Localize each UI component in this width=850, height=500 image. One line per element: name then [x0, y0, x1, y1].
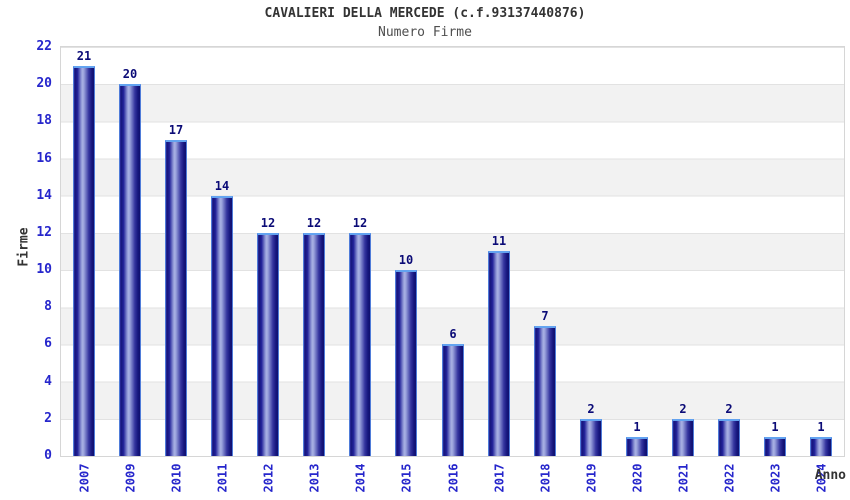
y-tick-label: 14 — [36, 187, 52, 203]
bar-2023 — [764, 437, 786, 456]
bar-value-label: 21 — [76, 49, 92, 63]
bar-2022 — [718, 419, 740, 456]
y-tick-label: 6 — [44, 336, 52, 352]
x-tick-label: 2012 — [261, 463, 275, 493]
x-tick-label: 2021 — [676, 463, 690, 493]
bar-2011 — [211, 196, 233, 456]
bar-2019 — [580, 419, 602, 456]
y-tick-label: 2 — [44, 410, 52, 426]
bar-value-label: 7 — [541, 309, 549, 323]
bar-value-label: 6 — [449, 327, 457, 341]
y-tick-label: 16 — [36, 150, 52, 166]
x-tick-label: 2020 — [630, 463, 644, 493]
x-tick-label: 2018 — [538, 463, 552, 493]
chart-subtitle: Numero Firme — [378, 25, 472, 40]
y-tick-label: 4 — [44, 373, 52, 389]
bar-value-label: 17 — [168, 123, 184, 137]
bar-value-label: 10 — [398, 253, 414, 267]
x-axis-title: Anno — [814, 468, 846, 483]
chart-title: CAVALIERI DELLA MERCEDE (c.f.93137440876… — [264, 6, 586, 21]
x-tick-label: 2010 — [169, 463, 183, 493]
bar-value-label: 12 — [306, 216, 322, 230]
plot-area: 21 20 17 14 12 12 12 10 6 11 7 2 1 2 2 1 1 — [60, 46, 845, 457]
x-tick-label: 2013 — [307, 463, 321, 493]
bar-2013 — [303, 233, 325, 456]
bar-2018 — [534, 326, 556, 456]
bar-value-label: 2 — [679, 402, 687, 416]
bar-2015 — [395, 270, 417, 456]
y-tick-label: 0 — [44, 448, 52, 463]
y-tick-label: 18 — [36, 113, 52, 129]
bar-value-label: 20 — [122, 67, 138, 81]
x-tick-label: 2023 — [768, 463, 782, 493]
bar-value-label: 14 — [214, 179, 230, 193]
x-tick-label: 2017 — [492, 463, 506, 493]
x-tick-label: 2019 — [584, 463, 598, 493]
bar-value-label: 2 — [587, 402, 595, 416]
bar-2021 — [672, 419, 694, 456]
bar-2009 — [119, 84, 141, 456]
bar-value-label: 2 — [725, 402, 733, 416]
bar-2012 — [257, 233, 279, 456]
x-tick-label: 2011 — [215, 463, 229, 493]
bar-value-label: 12 — [260, 216, 276, 230]
y-tick-label: 10 — [36, 262, 52, 278]
bar-2010 — [165, 140, 187, 456]
bar-value-label: 1 — [633, 420, 641, 434]
bar-2016 — [442, 344, 464, 456]
bar-2014 — [349, 233, 371, 456]
y-tick-label: 8 — [44, 299, 52, 315]
y-tick-label: 20 — [36, 76, 52, 92]
x-tick-label: 2014 — [353, 463, 367, 493]
bar-2020 — [626, 437, 648, 456]
bar-value-label: 1 — [771, 420, 779, 434]
x-tick-label: 2009 — [123, 463, 137, 493]
x-tick-label: 2022 — [722, 463, 736, 493]
bar-value-label: 11 — [491, 234, 507, 248]
x-tick-label: 2016 — [446, 463, 460, 493]
bar-2024 — [810, 437, 832, 456]
y-tick-label: 12 — [36, 224, 52, 240]
bar-value-label: 12 — [352, 216, 368, 230]
bar-value-label: 1 — [817, 420, 825, 434]
y-tick-label: 22 — [36, 39, 52, 54]
bar-2017 — [488, 251, 510, 456]
bar-2007 — [73, 66, 95, 456]
x-tick-label: 2007 — [77, 463, 91, 493]
x-tick-label: 2015 — [399, 463, 413, 493]
